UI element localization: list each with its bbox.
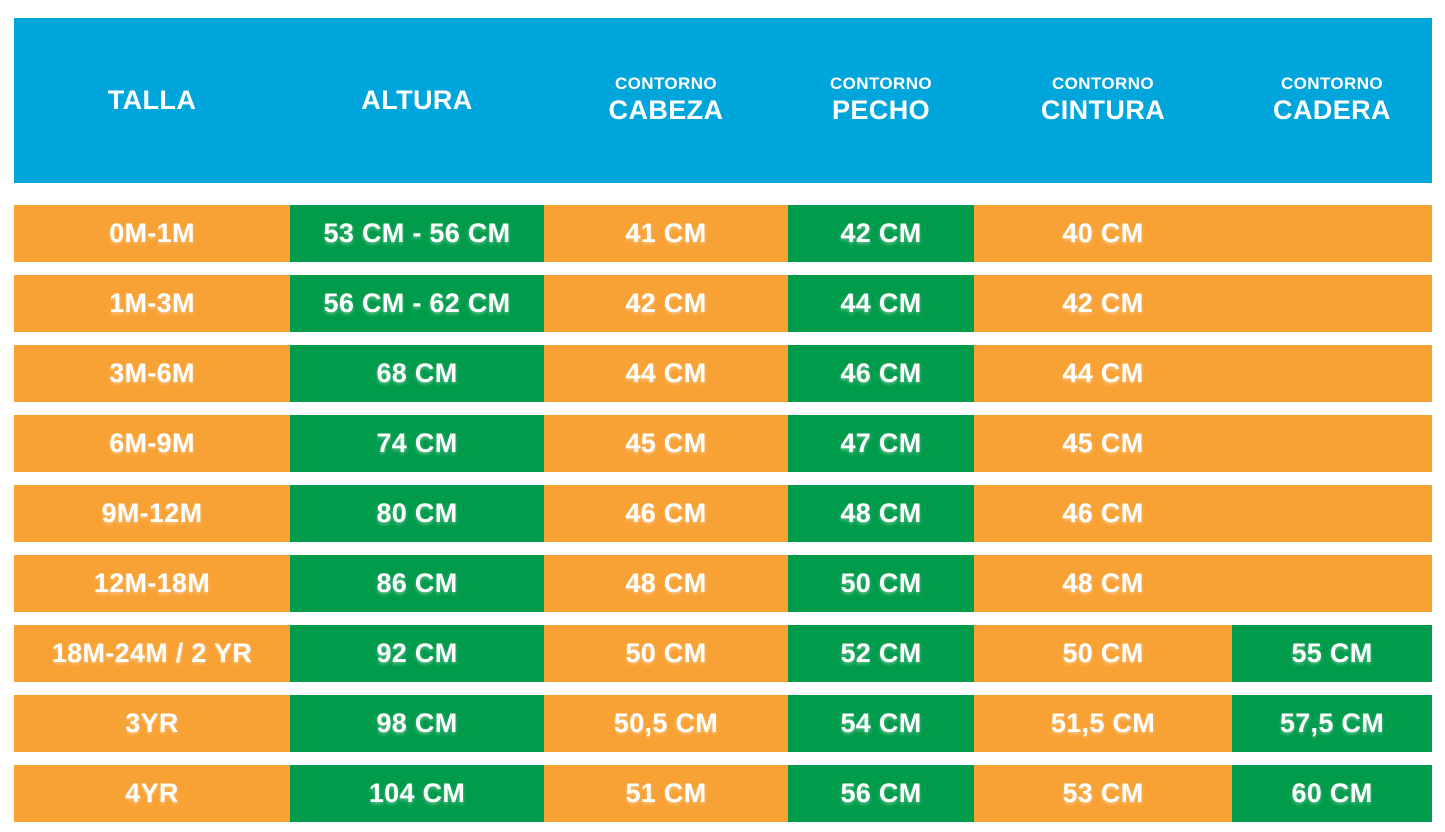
cell-contorno-cintura: 44 CM xyxy=(974,345,1232,402)
cell-talla: 6M-9M xyxy=(14,415,290,472)
cell-altura: 53 CM - 56 CM xyxy=(290,205,544,262)
cell-altura: 68 CM xyxy=(290,345,544,402)
cell-talla: 3M-6M xyxy=(14,345,290,402)
cell-contorno-cadera: 55 CM xyxy=(1232,625,1432,682)
cell-talla: 3YR xyxy=(14,695,290,752)
cell-contorno-cabeza: 50,5 CM xyxy=(544,695,788,752)
table-row: 3YR 98 CM 50,5 CM 54 CM 51,5 CM 57,5 CM xyxy=(14,695,1432,752)
cell-talla: 9M-12M xyxy=(14,485,290,542)
cell-contorno-cabeza: 50 CM xyxy=(544,625,788,682)
cell-contorno-cabeza: 41 CM xyxy=(544,205,788,262)
cell-contorno-cabeza: 44 CM xyxy=(544,345,788,402)
header-main-label: CADERA xyxy=(1273,95,1391,126)
cell-contorno-cadera xyxy=(1232,275,1432,332)
table-row: 12M-18M 86 CM 48 CM 50 CM 48 CM xyxy=(14,555,1432,612)
table-header: TALLA ALTURA CONTORNO CABEZA CONTORNO PE… xyxy=(14,18,1432,183)
cell-contorno-pecho: 48 CM xyxy=(788,485,974,542)
cell-contorno-cintura: 51,5 CM xyxy=(974,695,1232,752)
cell-contorno-cadera xyxy=(1232,485,1432,542)
cell-contorno-cabeza: 51 CM xyxy=(544,765,788,822)
table-row: 18M-24M / 2 YR 92 CM 50 CM 52 CM 50 CM 55 CM xyxy=(14,625,1432,682)
cell-contorno-cintura: 48 CM xyxy=(974,555,1232,612)
cell-altura: 74 CM xyxy=(290,415,544,472)
cell-contorno-cabeza: 45 CM xyxy=(544,415,788,472)
cell-altura: 98 CM xyxy=(290,695,544,752)
cell-contorno-cabeza: 48 CM xyxy=(544,555,788,612)
cell-contorno-cintura: 53 CM xyxy=(974,765,1232,822)
cell-contorno-cadera: 60 CM xyxy=(1232,765,1432,822)
cell-contorno-cintura: 40 CM xyxy=(974,205,1232,262)
header-cell-talla: TALLA xyxy=(14,18,290,183)
table-row: 6M-9M 74 CM 45 CM 47 CM 45 CM xyxy=(14,415,1432,472)
cell-talla: 1M-3M xyxy=(14,275,290,332)
cell-altura: 80 CM xyxy=(290,485,544,542)
cell-contorno-pecho: 52 CM xyxy=(788,625,974,682)
table-row: 4YR 104 CM 51 CM 56 CM 53 CM 60 CM xyxy=(14,765,1432,822)
table-row: 9M-12M 80 CM 46 CM 48 CM 46 CM xyxy=(14,485,1432,542)
cell-altura: 86 CM xyxy=(290,555,544,612)
cell-contorno-cabeza: 42 CM xyxy=(544,275,788,332)
cell-talla: 18M-24M / 2 YR xyxy=(14,625,290,682)
header-cell-contorno-cabeza: CONTORNO CABEZA xyxy=(544,18,788,183)
cell-altura: 104 CM xyxy=(290,765,544,822)
cell-contorno-cintura: 45 CM xyxy=(974,415,1232,472)
cell-talla: 12M-18M xyxy=(14,555,290,612)
table-row: 0M-1M 53 CM - 56 CM 41 CM 42 CM 40 CM xyxy=(14,205,1432,262)
header-main-label: PECHO xyxy=(831,95,931,126)
cell-contorno-pecho: 50 CM xyxy=(788,555,974,612)
header-main-label: TALLA xyxy=(107,84,197,115)
header-main-label: ALTURA xyxy=(361,84,473,115)
cell-contorno-pecho: 47 CM xyxy=(788,415,974,472)
cell-contorno-pecho: 54 CM xyxy=(788,695,974,752)
cell-contorno-cadera xyxy=(1232,205,1432,262)
header-cell-altura: ALTURA xyxy=(290,18,544,183)
header-sub-label: CONTORNO xyxy=(614,74,718,93)
cell-contorno-cintura: 46 CM xyxy=(974,485,1232,542)
cell-altura: 92 CM xyxy=(290,625,544,682)
cell-contorno-cintura: 42 CM xyxy=(974,275,1232,332)
cell-contorno-pecho: 56 CM xyxy=(788,765,974,822)
cell-altura: 56 CM - 62 CM xyxy=(290,275,544,332)
size-chart-table: TALLA ALTURA CONTORNO CABEZA CONTORNO PE… xyxy=(14,18,1432,822)
header-cell-contorno-cintura: CONTORNO CINTURA xyxy=(974,18,1232,183)
header-cell-contorno-cadera: CONTORNO CADERA xyxy=(1232,18,1432,183)
header-sub-label: CONTORNO xyxy=(1051,74,1155,93)
cell-contorno-cintura: 50 CM xyxy=(974,625,1232,682)
table-row: 1M-3M 56 CM - 62 CM 42 CM 44 CM 42 CM xyxy=(14,275,1432,332)
cell-contorno-cabeza: 46 CM xyxy=(544,485,788,542)
header-sub-label: CONTORNO xyxy=(1280,74,1384,93)
cell-contorno-cadera xyxy=(1232,555,1432,612)
header-main-label: CINTURA xyxy=(1040,95,1166,126)
header-cell-contorno-pecho: CONTORNO PECHO xyxy=(788,18,974,183)
cell-contorno-cadera xyxy=(1232,415,1432,472)
cell-contorno-pecho: 42 CM xyxy=(788,205,974,262)
table-row: 3M-6M 68 CM 44 CM 46 CM 44 CM xyxy=(14,345,1432,402)
table-rows: 0M-1M 53 CM - 56 CM 41 CM 42 CM 40 CM 1M-3M 56… xyxy=(14,205,1432,822)
cell-contorno-pecho: 46 CM xyxy=(788,345,974,402)
cell-contorno-cadera xyxy=(1232,345,1432,402)
cell-contorno-pecho: 44 CM xyxy=(788,275,974,332)
cell-talla: 0M-1M xyxy=(14,205,290,262)
header-sub-label: CONTORNO xyxy=(829,74,933,93)
cell-contorno-cadera: 57,5 CM xyxy=(1232,695,1432,752)
cell-talla: 4YR xyxy=(14,765,290,822)
header-main-label: CABEZA xyxy=(608,95,724,126)
